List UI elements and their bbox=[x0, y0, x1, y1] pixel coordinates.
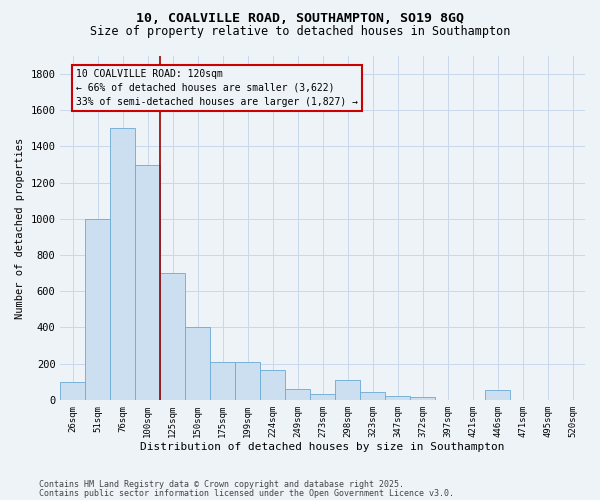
Bar bbox=[85, 219, 110, 400]
Bar bbox=[235, 362, 260, 400]
Bar bbox=[260, 370, 285, 400]
Bar bbox=[136, 164, 160, 400]
Text: Contains public sector information licensed under the Open Government Licence v3: Contains public sector information licen… bbox=[39, 489, 454, 498]
Text: Size of property relative to detached houses in Southampton: Size of property relative to detached ho… bbox=[90, 25, 510, 38]
Bar bbox=[385, 396, 410, 400]
Bar bbox=[210, 362, 235, 400]
Bar bbox=[360, 392, 385, 400]
Bar bbox=[160, 273, 185, 400]
Text: 10, COALVILLE ROAD, SOUTHAMPTON, SO19 8GQ: 10, COALVILLE ROAD, SOUTHAMPTON, SO19 8G… bbox=[136, 12, 464, 24]
Bar bbox=[110, 128, 136, 400]
Text: 10 COALVILLE ROAD: 120sqm
← 66% of detached houses are smaller (3,622)
33% of se: 10 COALVILLE ROAD: 120sqm ← 66% of detac… bbox=[76, 68, 358, 106]
Bar bbox=[285, 389, 310, 400]
Bar bbox=[485, 390, 510, 400]
Text: Contains HM Land Registry data © Crown copyright and database right 2025.: Contains HM Land Registry data © Crown c… bbox=[39, 480, 404, 489]
X-axis label: Distribution of detached houses by size in Southampton: Distribution of detached houses by size … bbox=[140, 442, 505, 452]
Y-axis label: Number of detached properties: Number of detached properties bbox=[15, 138, 25, 318]
Bar bbox=[410, 397, 435, 400]
Bar bbox=[335, 380, 360, 400]
Bar bbox=[310, 394, 335, 400]
Bar bbox=[61, 382, 85, 400]
Bar bbox=[185, 328, 210, 400]
